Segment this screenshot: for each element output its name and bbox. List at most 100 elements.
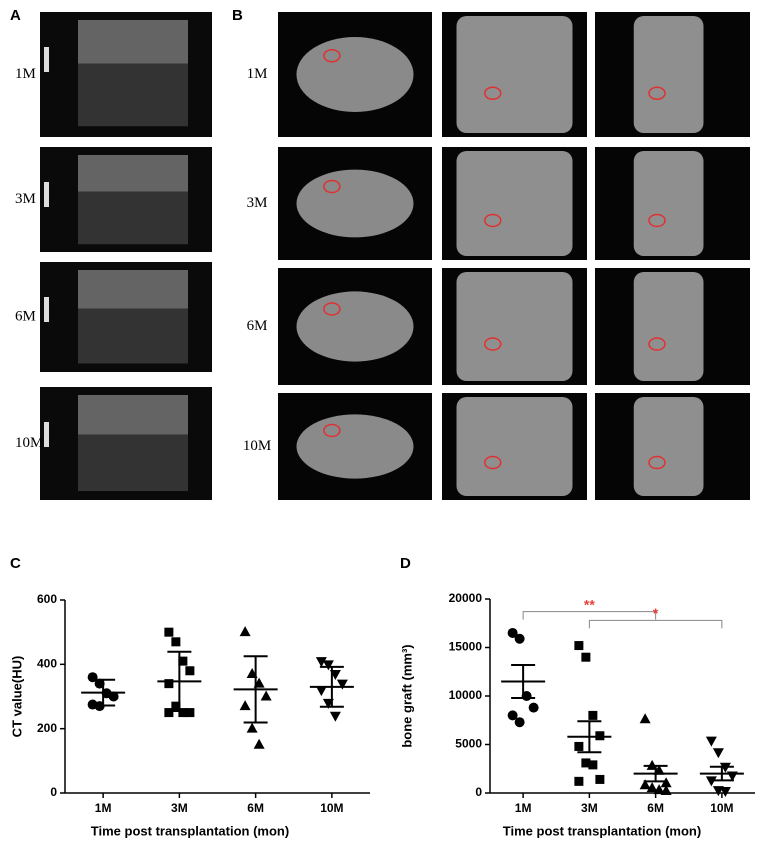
graft-marker [323,302,341,316]
point [588,760,598,770]
point [239,700,251,711]
x-tick-label: 6M [247,801,264,815]
x-tick-label: 3M [171,801,188,815]
y-tick-label: 200 [37,721,57,735]
error-bar [91,678,116,707]
scale-bar [44,47,49,72]
significance-bracket [588,619,723,629]
y-axis-label: bone graft (mm³) [399,644,414,747]
point [507,627,518,638]
point [315,686,327,697]
point [639,713,651,724]
point [507,710,518,721]
body-slice [296,414,414,479]
point [322,660,334,671]
graft-marker [648,213,666,228]
y-tick-label: 0 [475,785,482,799]
point [588,710,598,720]
point [581,758,591,768]
shadow [78,63,188,127]
point [595,774,605,784]
point [171,637,181,647]
x-tick-label: 3M [581,801,598,815]
point [646,782,658,793]
graft-marker [484,337,502,351]
point [639,779,651,790]
tissue-band [78,395,188,435]
point [653,784,665,795]
error-bar [319,665,344,708]
y-axis-label: CT value(HU) [9,656,24,738]
error-bar [643,764,668,783]
point [660,785,672,796]
shadow [78,191,188,245]
point [514,633,525,644]
error-bar [167,650,192,712]
error-bar [709,765,734,782]
row-label: 1M [247,66,268,82]
point [574,776,584,786]
point [712,748,724,759]
image-panels: 1M 3M 6M 10M 1M 3M 6M 10M [15,12,750,500]
y-tick-label: 0 [50,785,57,799]
graft-marker [484,86,502,100]
body-slice [456,272,573,381]
x-tick-label: 6M [647,801,664,815]
point [239,626,251,637]
significance-label: ** [584,596,595,612]
point [315,657,327,668]
error-bar [511,663,536,699]
x-tick-label: 1M [515,801,532,815]
body-slice [633,272,704,381]
point [581,652,591,662]
row-label: 6M [247,318,268,334]
point [178,708,188,718]
tissue-band [78,20,188,64]
point [171,701,181,711]
body-slice [296,291,414,362]
shadow [78,434,188,492]
point [329,711,341,722]
row-label: 6M [15,308,36,324]
graft-marker [648,337,666,351]
y-tick-label: 10000 [449,688,483,702]
point [719,787,731,798]
panel-label: D [400,555,411,572]
body-slice [456,16,573,133]
point [514,717,525,728]
body-slice [296,169,414,238]
graft-marker [648,455,666,470]
x-axis-label: Time post transplantation (mon) [91,823,289,838]
point [574,741,584,751]
x-tick-label: 10M [320,801,343,815]
panel-label: A [10,7,21,24]
row-label: 3M [247,195,268,211]
body-slice [633,397,704,496]
scale-bar [44,422,49,447]
panel-label: C [10,555,21,572]
point [185,666,195,676]
graft-marker [323,179,341,194]
scale-bar [44,297,49,322]
point [253,738,265,749]
shadow [78,308,188,364]
graft-marker [323,423,341,438]
body-slice [633,16,704,133]
row-label: 3M [15,191,36,207]
tissue-band [78,270,188,309]
point [260,690,272,701]
body-slice [633,151,704,256]
row-label: 1M [15,66,36,82]
point [178,656,188,666]
graft-marker [323,49,341,63]
scale-bar [44,182,49,207]
point [108,691,119,702]
point [164,708,174,718]
y-tick-label: 15000 [449,640,483,654]
significance-bracket [522,611,657,620]
y-tick-label: 600 [37,592,57,606]
point [246,722,258,733]
y-tick-label: 5000 [455,737,482,751]
point [164,627,174,637]
